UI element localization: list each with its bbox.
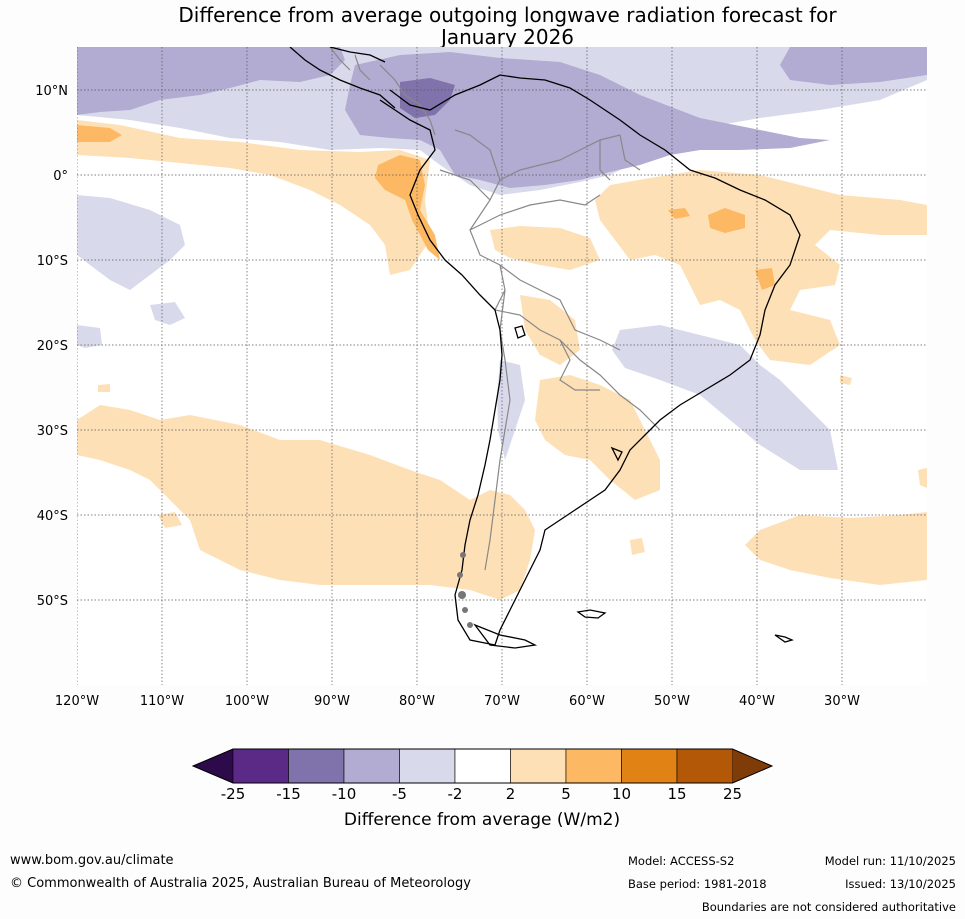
lon-label-120w: 120°W [55, 694, 99, 709]
anomaly-region-light-orange-brazil [595, 170, 927, 365]
colorbar-segment [676, 748, 733, 784]
anomaly-region-light-orange-speck-c [98, 384, 110, 392]
map-title: Difference from average outgoing longwav… [0, 4, 965, 48]
model-run-date: Model run: 11/10/2025 [824, 854, 956, 868]
anomaly-region-orange-equatorial [77, 125, 122, 142]
anomaly-region-light-orange-argentina [535, 375, 660, 500]
anomaly-region-light-purple-west [77, 325, 102, 348]
anomaly-region-light-orange-equatorial [77, 120, 430, 275]
coastlines [289, 47, 801, 649]
central-america-coastline [289, 47, 396, 109]
anomaly-region-light-orange-speck-b [630, 538, 645, 555]
lon-label-60w: 60°W [569, 694, 605, 709]
colorbar-tick-label: 25 [723, 785, 742, 803]
lat-label-50s: 50°S [37, 594, 68, 609]
colorbar-arrow-low [193, 749, 233, 783]
anomaly-region-dark-purple [400, 78, 455, 118]
website-link[interactable]: www.bom.gov.au/climate [10, 853, 174, 868]
anomaly-region-light-purple-speck [150, 302, 185, 325]
lat-label-30s: 30°S [37, 424, 68, 439]
anomaly-region-purple-north [77, 47, 345, 115]
colorbar-segment [288, 748, 345, 784]
lon-label-110w: 110°W [140, 694, 184, 709]
model-name: Model: ACCESS-S2 [628, 854, 735, 868]
anomaly-region-purple-atlantic-north [780, 47, 927, 85]
title-line-1: Difference from average outgoing longwav… [178, 3, 837, 27]
graticule [77, 47, 927, 685]
south-america-coastline [379, 74, 801, 646]
anomaly-region-light-orange-speck-a [158, 512, 182, 528]
lon-label-30w: 30°W [824, 694, 860, 709]
title-line-2: January 2026 [440, 25, 575, 49]
anomaly-region-light-orange-central [520, 295, 580, 365]
lake-titicaca [514, 325, 526, 339]
anomaly-region-purple-venezuela [345, 52, 830, 188]
longitude-labels: 120°W 110°W 100°W 90°W 80°W 70°W 60°W 50… [55, 694, 860, 709]
lagoa-dos-patos [610, 446, 623, 462]
lon-label-50w: 50°W [654, 694, 690, 709]
base-period: Base period: 1981-2018 [628, 877, 767, 891]
lon-label-100w: 100°W [225, 694, 269, 709]
lon-label-70w: 70°W [484, 694, 520, 709]
lat-label-40s: 40°S [37, 509, 68, 524]
colorbar-arrow-high [732, 749, 772, 783]
copyright-text: © Commonwealth of Australia 2025, Austra… [10, 876, 471, 891]
colorbar-segment [232, 748, 289, 784]
lon-label-80w: 80°W [399, 694, 435, 709]
colorbar-tick-label: -5 [392, 785, 407, 803]
map-panel [77, 47, 927, 685]
colorbar-tick-label: -2 [448, 785, 463, 803]
anomaly-region-light-orange-amazon [490, 226, 600, 270]
colorbar-segment [399, 748, 456, 784]
colorbar-tick-label: 15 [667, 785, 686, 803]
colorbar-tick-label: -10 [332, 785, 357, 803]
anomaly-region-light-purple-pacific [77, 195, 185, 290]
chile-fjords [457, 552, 473, 628]
colorbar-segment [510, 748, 567, 784]
anomaly-region-light-purple-brazil-band [612, 325, 838, 470]
tierra-del-fuego [473, 623, 538, 649]
positive-anomaly-regions [77, 120, 927, 600]
colorbar-title: Difference from average (W/m2) [344, 810, 620, 830]
caribbean-coastline [329, 47, 386, 63]
anomaly-region-orange-brazil-c [755, 268, 775, 290]
anomaly-region-light-orange-southatlantic [745, 512, 927, 585]
colorbar-tick-label: 10 [612, 785, 631, 803]
colorbar: -25 -15 -10 -5 -2 2 5 10 15 25 Differenc… [191, 748, 774, 830]
anomaly-region-light-orange-speck-e [918, 468, 927, 488]
lon-label-40w: 40°W [739, 694, 775, 709]
boundaries-disclaimer: Boundaries are not considered authoritat… [701, 900, 956, 914]
latitude-labels: 10°N 0° 10°S 20°S 30°S 40°S 50°S [35, 84, 68, 609]
south-georgia [774, 634, 794, 643]
lon-label-90w: 90°W [314, 694, 350, 709]
anomaly-region-orange-brazil-b [668, 208, 690, 219]
falkland-islands [576, 609, 607, 619]
anomaly-region-light-orange-southpacific [77, 405, 535, 600]
colorbar-tick-label: -25 [221, 785, 246, 803]
lat-label-10n: 10°N [35, 84, 68, 99]
colorbar-tick-label: 5 [561, 785, 571, 803]
lat-label-0: 0° [53, 169, 68, 184]
colorbar-tick-label: 2 [506, 785, 516, 803]
issued-date: Issued: 13/10/2025 [845, 877, 956, 891]
anomaly-region-light-orange-speck-d [840, 375, 852, 385]
lat-label-20s: 20°S [37, 339, 68, 354]
anomaly-region-orange-brazil-a [708, 208, 745, 233]
colorbar-outline [191, 748, 774, 784]
colorbar-segment [621, 748, 678, 784]
colorbar-segment [454, 748, 511, 784]
colorbar-segment [343, 748, 400, 784]
lat-label-10s: 10°S [37, 254, 68, 269]
colorbar-tick-label: -15 [276, 785, 301, 803]
anomaly-region-orange-ecuador [375, 155, 440, 260]
colorbar-segment [565, 748, 622, 784]
